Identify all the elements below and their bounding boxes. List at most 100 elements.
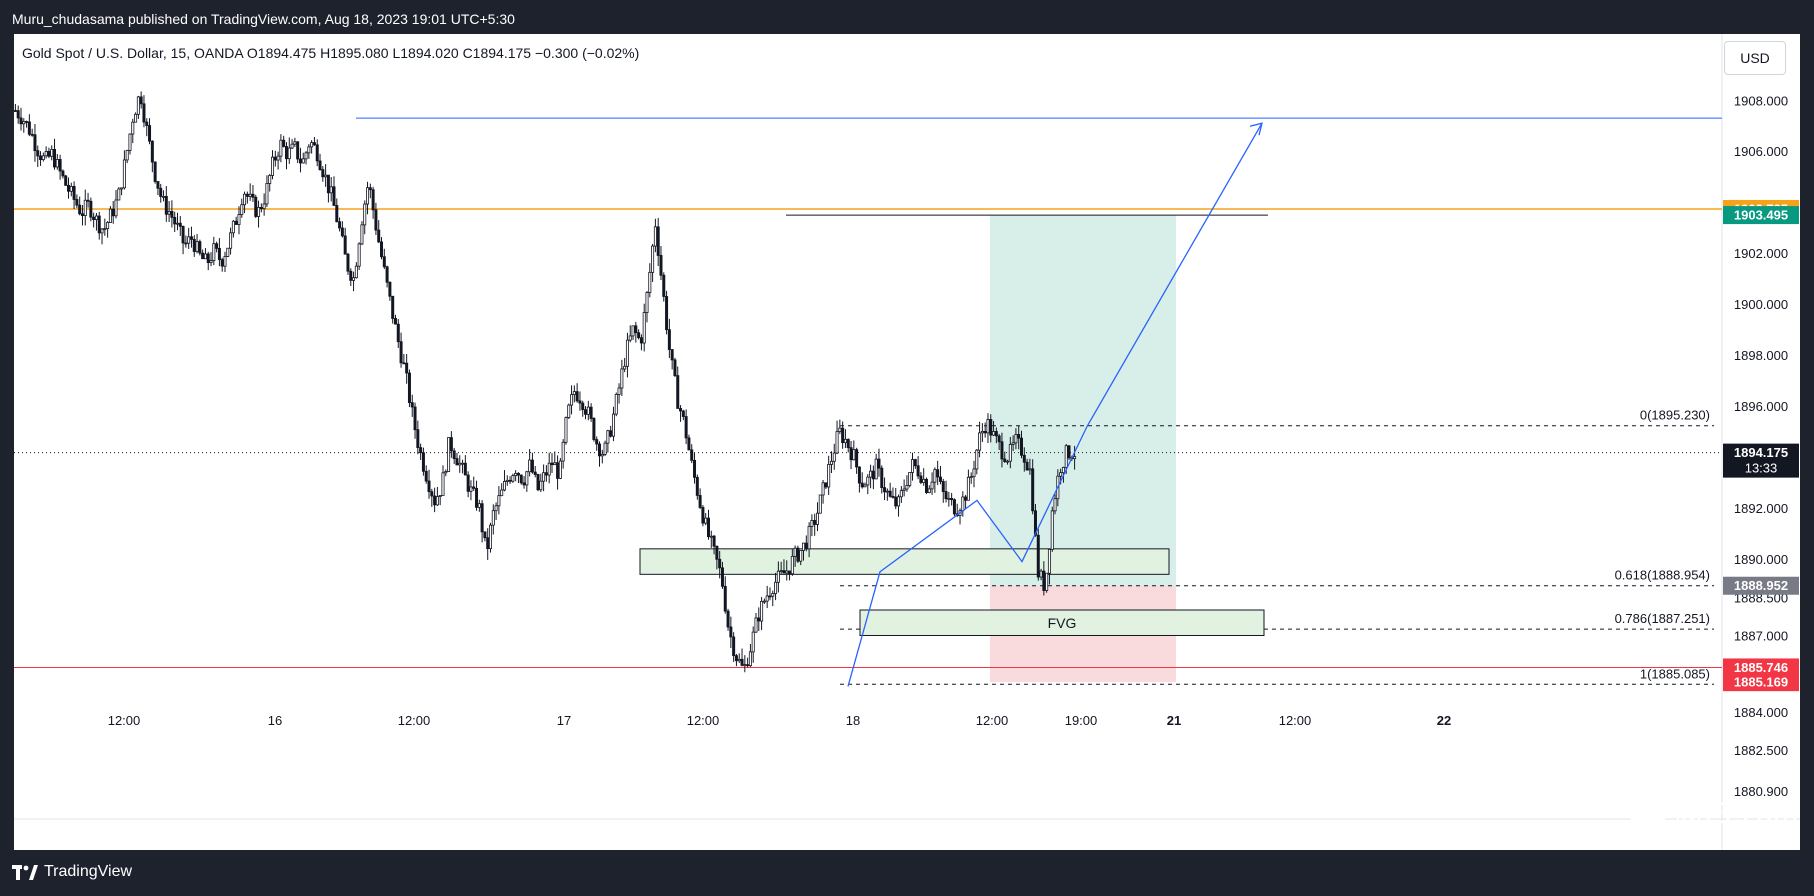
- candle-body: [1020, 437, 1024, 456]
- candle-body: [676, 375, 680, 409]
- projection-path[interactable]: [847, 122, 1263, 687]
- fvg-box[interactable]: [859, 609, 1265, 636]
- chart-canvas[interactable]: FVG 0(1895.230) 0.618(1888.954) 0.786(18…: [14, 34, 1800, 850]
- candle-body: [438, 495, 442, 497]
- candle-body: [201, 252, 205, 260]
- candle-body: [807, 526, 811, 550]
- candle-body: [1033, 510, 1037, 536]
- time-tick-label: 12:00: [1279, 713, 1312, 728]
- candlestick-series: [14, 91, 1077, 673]
- candle-body: [175, 222, 179, 225]
- candle-body: [869, 470, 873, 478]
- candle-body: [89, 200, 93, 218]
- candle-body: [296, 141, 300, 160]
- long-position-profit-zone[interactable]: [990, 215, 1176, 586]
- candle-body: [908, 472, 912, 486]
- candle-body: [883, 487, 887, 493]
- candle-body: [276, 155, 280, 161]
- candle-body: [793, 547, 797, 557]
- tradingview-brand[interactable]: TradingView: [12, 862, 132, 882]
- projection-arrowhead: [1249, 122, 1263, 136]
- candle-body: [855, 449, 859, 468]
- candle-body: [651, 245, 655, 273]
- currency-button[interactable]: USD: [1724, 41, 1786, 75]
- candle-body: [874, 458, 878, 480]
- candle-body: [363, 203, 367, 226]
- time-axis[interactable]: 12:00 16 12:00 17 12:00 18 12:00 19:00 21 12:00 22: [108, 713, 1452, 728]
- candle-body: [231, 220, 235, 234]
- candle-body: [326, 174, 330, 194]
- candle-body: [16, 110, 20, 119]
- candle-body: [572, 391, 576, 396]
- candle-body: [776, 570, 780, 583]
- candle-body: [170, 210, 174, 218]
- candle-body: [1064, 445, 1068, 468]
- candle-body: [586, 406, 590, 415]
- candle-body: [78, 204, 82, 215]
- candle-body: [556, 462, 560, 479]
- candle-body: [480, 503, 484, 533]
- candle-body: [184, 242, 188, 245]
- price-tick-label: 1898.000: [1734, 348, 1788, 363]
- candle-body: [1011, 442, 1015, 445]
- candle-body: [430, 491, 434, 497]
- candle-body: [393, 318, 397, 325]
- candle-body: [475, 487, 479, 508]
- candle-body: [41, 155, 45, 160]
- candle-body: [748, 651, 752, 667]
- candle-body: [80, 213, 84, 216]
- candle-body: [969, 476, 973, 479]
- candle-body: [656, 226, 660, 256]
- candle-body: [30, 133, 34, 136]
- candle-body: [167, 210, 171, 215]
- price-tick-label: 1892.000: [1734, 501, 1788, 516]
- candle-body: [449, 437, 453, 452]
- close-value: C1894.175: [462, 45, 532, 61]
- candle-body: [142, 103, 146, 123]
- candle-body: [894, 496, 898, 507]
- candle-body: [653, 226, 657, 247]
- candle-body: [1008, 444, 1012, 462]
- candle-body: [849, 447, 853, 461]
- candle-body: [743, 664, 747, 667]
- candle-body: [1036, 534, 1040, 578]
- candle-body: [514, 472, 518, 477]
- candle-body: [637, 332, 641, 339]
- candle-body: [427, 480, 431, 493]
- candle-body: [343, 235, 347, 255]
- candle-body: [1042, 570, 1046, 591]
- candle-body: [922, 478, 926, 483]
- candle-body: [405, 362, 409, 374]
- candle-body: [377, 229, 381, 243]
- tradingview-logo-icon: [12, 865, 38, 880]
- candle-body: [106, 222, 110, 230]
- candle-body: [243, 193, 247, 206]
- candle-body: [516, 472, 520, 476]
- candle-body: [259, 207, 263, 210]
- candle-body: [287, 147, 291, 160]
- candle-body: [597, 443, 601, 457]
- chart-frame[interactable]: FVG 0(1895.230) 0.618(1888.954) 0.786(18…: [14, 34, 1800, 850]
- candle-body: [1006, 460, 1010, 463]
- candle-body: [134, 113, 138, 123]
- candle-body: [64, 175, 68, 186]
- candle-body: [754, 617, 758, 633]
- candle-body: [293, 141, 297, 145]
- candle-body: [349, 270, 353, 281]
- candle-body: [248, 193, 252, 197]
- candle-body: [1059, 472, 1063, 477]
- candle-body: [911, 459, 915, 473]
- candle-body: [120, 187, 124, 190]
- candle-body: [720, 567, 724, 587]
- candle-body: [371, 189, 375, 211]
- candle-body: [542, 472, 546, 482]
- fib-label-0: 0(1895.230): [1640, 408, 1710, 423]
- candle-body: [880, 467, 884, 489]
- price-tick-label: 1900.000: [1734, 297, 1788, 312]
- price-tick-label: 1902.000: [1734, 246, 1788, 261]
- candle-body: [810, 520, 814, 527]
- candle-body: [734, 655, 738, 662]
- candle-body: [829, 460, 833, 465]
- candle-body: [528, 459, 532, 473]
- candle-body: [388, 281, 392, 297]
